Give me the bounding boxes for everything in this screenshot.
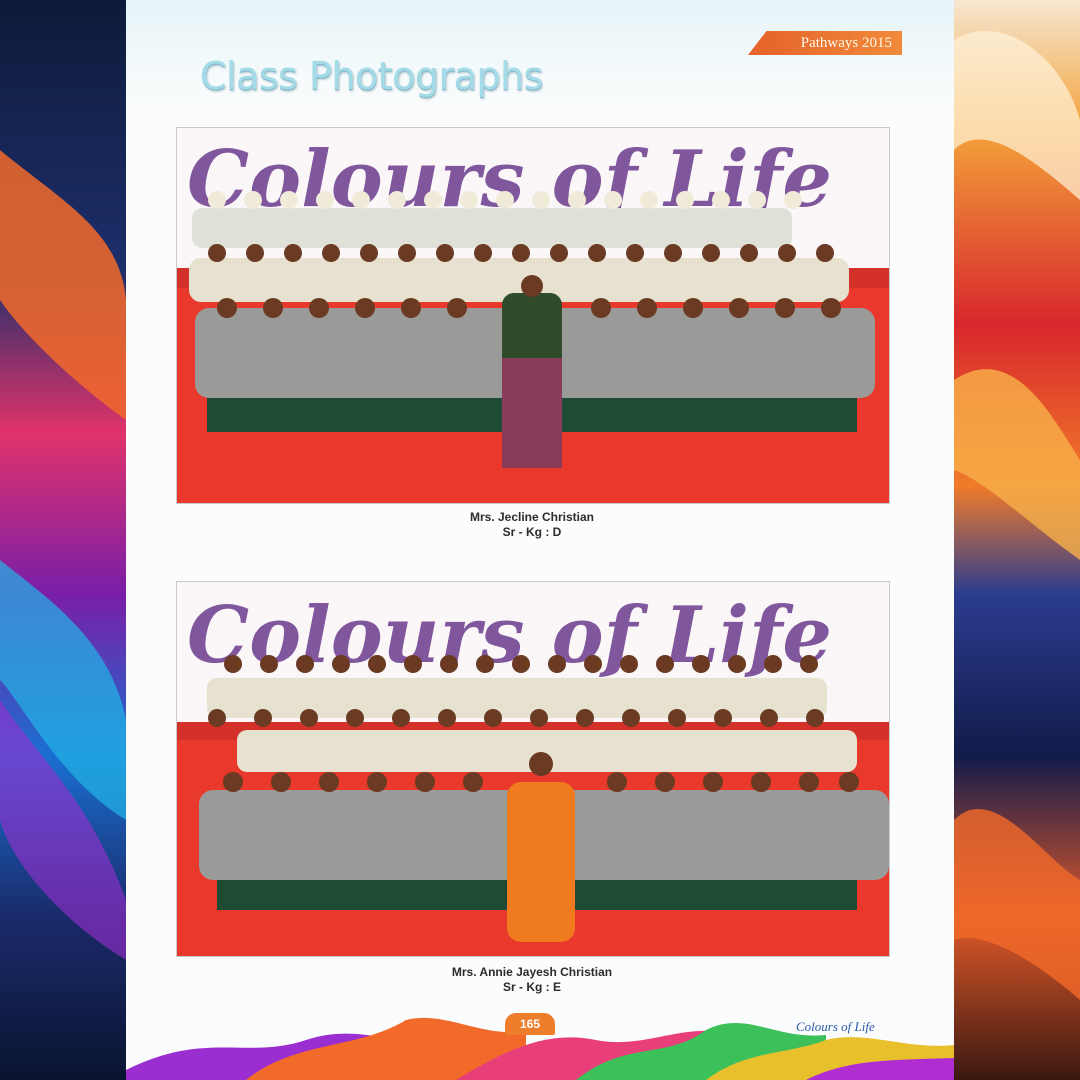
class-label: Sr - Kg : D (502, 525, 562, 539)
teacher-name: Mrs. Jecline Christian (469, 510, 595, 524)
teacher-name: Mrs. Annie Jayesh Christian (451, 965, 613, 979)
footer-color-strip (126, 1000, 954, 1080)
magazine-page: Pathways 2015 Class Photographs Colours … (126, 0, 954, 1080)
photo-caption-2: Mrs. Annie Jayesh Christian Sr - Kg : E (176, 965, 888, 995)
page-title: Class Photographs (200, 54, 543, 98)
class-label: Sr - Kg : E (502, 980, 561, 994)
footer-brand-logo: Colours of Life (796, 1019, 875, 1034)
header-wash (126, 0, 954, 120)
decorative-background-right (954, 0, 1080, 1080)
banner-text: Colours of Life (187, 590, 832, 681)
class-photo-sr-kg-d: Colours of Life (176, 127, 890, 504)
publication-tag: Pathways 2015 (748, 31, 902, 55)
decorative-background-left (0, 0, 126, 1080)
page-number: 165 (505, 1013, 555, 1035)
photo-caption-1: Mrs. Jecline Christian Sr - Kg : D (176, 510, 888, 540)
class-photo-sr-kg-e: Colours of Life (176, 581, 890, 957)
